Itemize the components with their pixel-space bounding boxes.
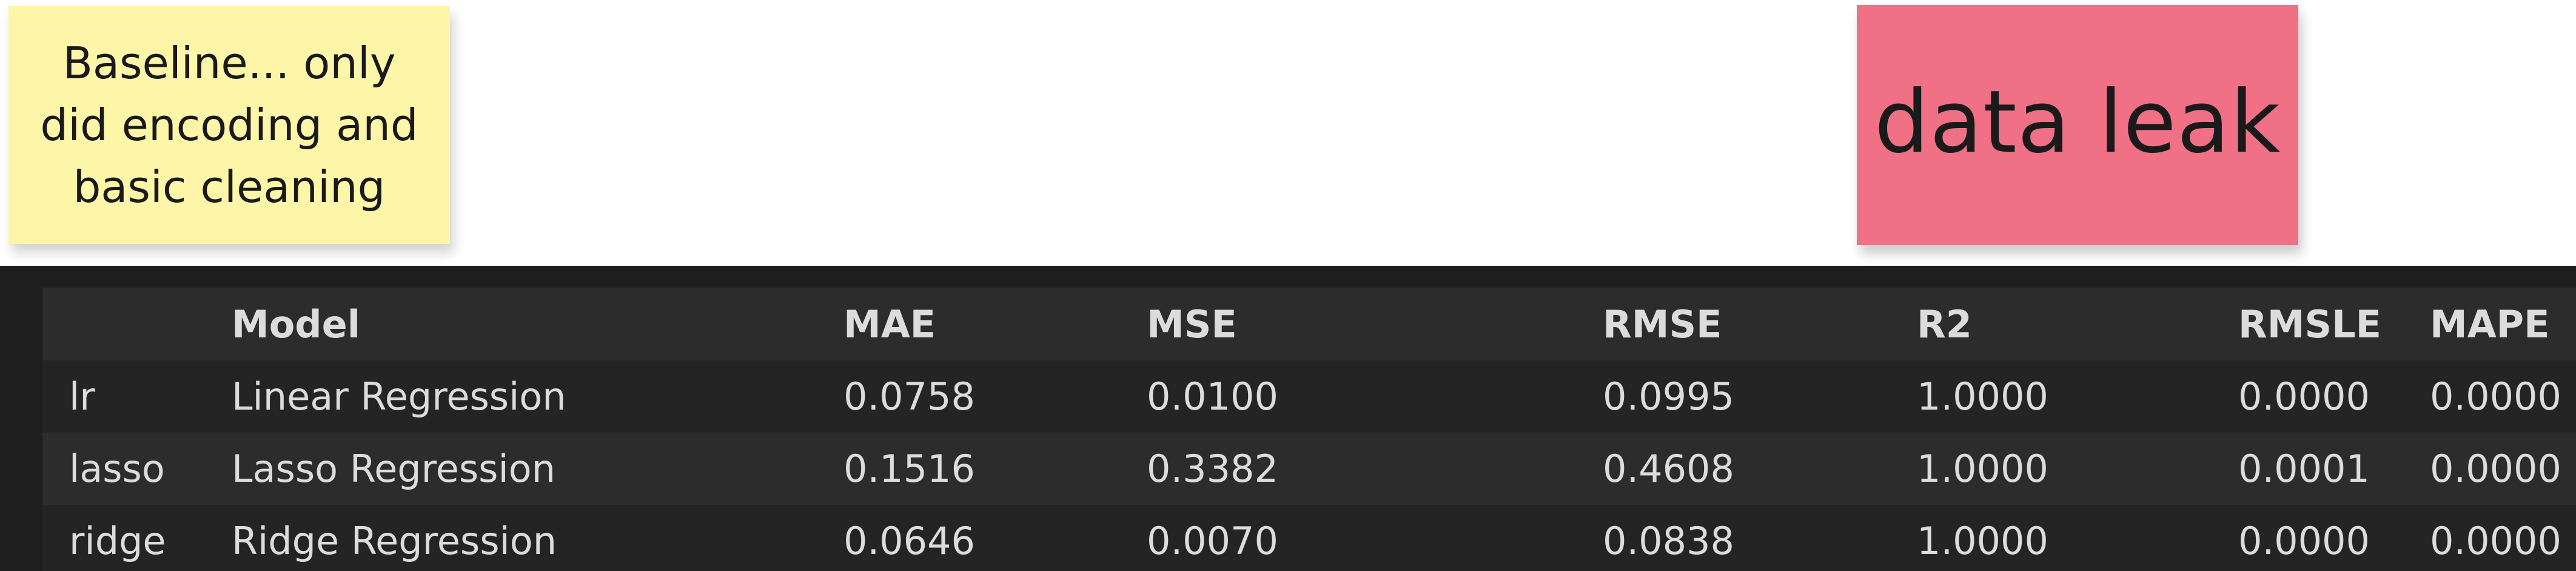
cell-model-name: Ridge Regression <box>232 519 557 563</box>
cell-rmse: 0.4608 <box>1603 447 1734 491</box>
table-header-row: Model MAE MSE RMSE R2 RMSLE MAPE <box>42 288 2576 360</box>
cell-mse: 0.0100 <box>1147 374 1278 419</box>
note-line: basic cleaning <box>73 161 386 213</box>
sticky-note-data-leak-text: data leak <box>1874 72 2281 172</box>
column-header-rmse: RMSE <box>1603 302 1722 346</box>
column-header-mse: MSE <box>1147 302 1237 346</box>
table-row: lr Linear Regression 0.0758 0.0100 0.099… <box>42 360 2576 433</box>
cell-mse: 0.3382 <box>1147 447 1278 491</box>
cell-model-name: Linear Regression <box>232 374 566 419</box>
sticky-note-data-leak[interactable]: data leak <box>1857 5 2298 245</box>
note-line: Baseline... only <box>62 37 396 89</box>
column-header-model: Model <box>232 302 360 346</box>
cell-r2: 1.0000 <box>1917 447 2048 491</box>
cell-model-id: lasso <box>69 447 165 491</box>
cell-mae: 0.0758 <box>844 374 975 419</box>
column-header-mae: MAE <box>844 302 936 346</box>
model-comparison-panel: Model MAE MSE RMSE R2 RMSLE MAPE lr Line… <box>0 266 2576 571</box>
cell-rmsle: 0.0000 <box>2238 519 2370 563</box>
table-row: ridge Ridge Regression 0.0646 0.0070 0.0… <box>42 505 2576 571</box>
cell-rmsle: 0.0000 <box>2238 374 2370 419</box>
cell-rmse: 0.0838 <box>1603 519 1734 563</box>
cell-r2: 1.0000 <box>1917 519 2048 563</box>
cell-rmsle: 0.0001 <box>2238 447 2370 491</box>
cell-mape: 0.0000 <box>2430 447 2561 491</box>
cell-mape: 0.0000 <box>2430 374 2561 419</box>
table-row: lasso Lasso Regression 0.1516 0.3382 0.4… <box>42 433 2576 505</box>
column-header-r2: R2 <box>1917 302 1972 346</box>
cell-model-id: lr <box>69 374 95 419</box>
model-comparison-table: Model MAE MSE RMSE R2 RMSLE MAPE lr Line… <box>42 288 2576 571</box>
sticky-note-baseline-text: Baseline... only did encoding and basic … <box>40 32 418 218</box>
note-line: did encoding and <box>40 99 418 150</box>
cell-r2: 1.0000 <box>1917 374 2048 419</box>
cell-mape: 0.0000 <box>2430 519 2561 563</box>
cell-mae: 0.1516 <box>844 447 975 491</box>
column-header-rmsle: RMSLE <box>2238 302 2381 346</box>
cell-rmse: 0.0995 <box>1603 374 1734 419</box>
column-header-mape: MAPE <box>2430 302 2550 346</box>
cell-model-id: ridge <box>69 519 166 563</box>
cell-model-name: Lasso Regression <box>232 447 555 491</box>
sticky-note-baseline[interactable]: Baseline... only did encoding and basic … <box>8 6 450 244</box>
cell-mae: 0.0646 <box>844 519 975 563</box>
cell-mse: 0.0070 <box>1147 519 1278 563</box>
column-header-index <box>42 288 232 360</box>
